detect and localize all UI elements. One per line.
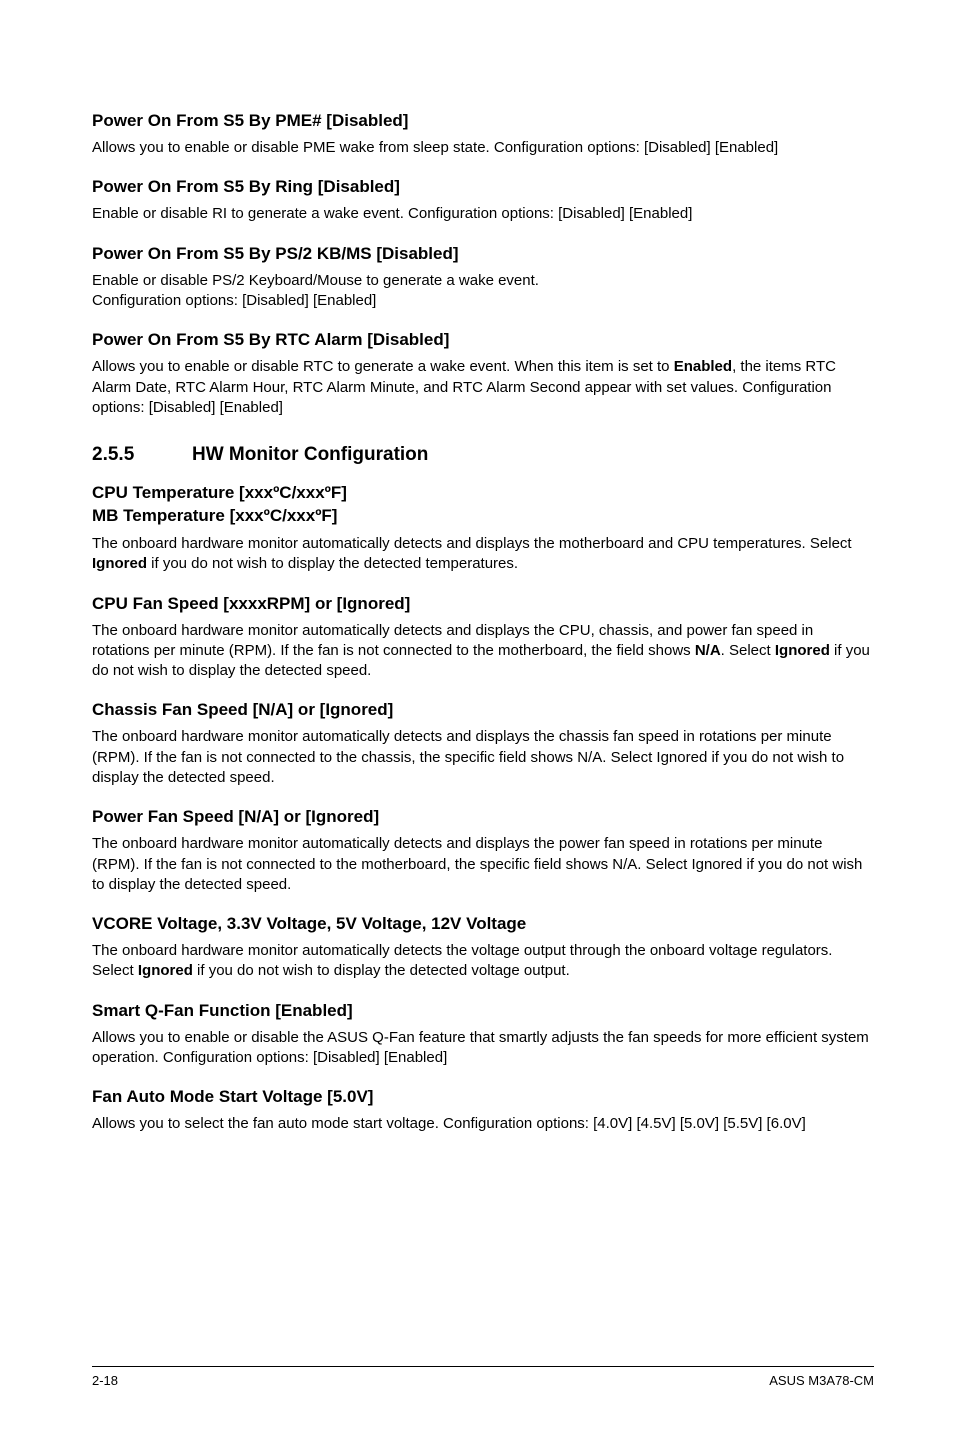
setting-heading: Power On From S5 By RTC Alarm [Disabled] (92, 329, 874, 351)
sub-block: CPU Fan Speed [xxxxRPM] or [Ignored] The… (92, 593, 874, 682)
sub-block: VCORE Voltage, 3.3V Voltage, 5V Voltage,… (92, 913, 874, 982)
setting-body: Allows you to enable or disable RTC to g… (92, 357, 874, 418)
sub-block: CPU Temperature [xxxºC/xxxºF] MB Tempera… (92, 482, 874, 574)
sub-block: Power Fan Speed [N/A] or [Ignored] The o… (92, 806, 874, 895)
sub-body: The onboard hardware monitor automatical… (92, 727, 874, 788)
sub-heading: Smart Q-Fan Function [Enabled] (92, 1000, 874, 1022)
sub-heading: VCORE Voltage, 3.3V Voltage, 5V Voltage,… (92, 913, 874, 935)
sub-heading: Fan Auto Mode Start Voltage [5.0V] (92, 1086, 874, 1108)
setting-heading: Power On From S5 By PS/2 KB/MS [Disabled… (92, 243, 874, 265)
sub-body: The onboard hardware monitor automatical… (92, 941, 874, 982)
sub-heading-line: MB Temperature [xxxºC/xxxºF] (92, 505, 874, 528)
setting-block: Power On From S5 By RTC Alarm [Disabled]… (92, 329, 874, 418)
setting-block: Power On From S5 By PME# [Disabled] Allo… (92, 110, 874, 158)
setting-body: Enable or disable RI to generate a wake … (92, 204, 874, 224)
main-section-title: HW Monitor Configuration (192, 444, 428, 465)
sub-block: Fan Auto Mode Start Voltage [5.0V] Allow… (92, 1086, 874, 1134)
sub-body: The onboard hardware monitor automatical… (92, 621, 874, 682)
sub-body: The onboard hardware monitor automatical… (92, 834, 874, 895)
setting-block: Power On From S5 By PS/2 KB/MS [Disabled… (92, 243, 874, 312)
main-section-number: 2.5.5 (92, 444, 192, 466)
setting-body: Enable or disable PS/2 Keyboard/Mouse to… (92, 271, 874, 312)
main-section-heading: 2.5.5HW Monitor Configuration (92, 444, 874, 466)
setting-body: Allows you to enable or disable PME wake… (92, 138, 874, 158)
sub-block: Chassis Fan Speed [N/A] or [Ignored] The… (92, 699, 874, 788)
page-number: 2-18 (92, 1373, 118, 1388)
sub-heading-line: CPU Temperature [xxxºC/xxxºF] (92, 482, 874, 505)
setting-heading: Power On From S5 By PME# [Disabled] (92, 110, 874, 132)
sub-block: Smart Q-Fan Function [Enabled] Allows yo… (92, 1000, 874, 1069)
sub-heading: Power Fan Speed [N/A] or [Ignored] (92, 806, 874, 828)
sub-heading: CPU Temperature [xxxºC/xxxºF] MB Tempera… (92, 482, 874, 528)
sub-body: Allows you to enable or disable the ASUS… (92, 1028, 874, 1069)
setting-heading: Power On From S5 By Ring [Disabled] (92, 176, 874, 198)
setting-block: Power On From S5 By Ring [Disabled] Enab… (92, 176, 874, 224)
sub-heading: CPU Fan Speed [xxxxRPM] or [Ignored] (92, 593, 874, 615)
sub-body: The onboard hardware monitor automatical… (92, 534, 874, 575)
footer-product: ASUS M3A78-CM (769, 1373, 874, 1388)
page-footer: 2-18 ASUS M3A78-CM (92, 1366, 874, 1388)
sub-body: Allows you to select the fan auto mode s… (92, 1114, 874, 1134)
sub-heading: Chassis Fan Speed [N/A] or [Ignored] (92, 699, 874, 721)
